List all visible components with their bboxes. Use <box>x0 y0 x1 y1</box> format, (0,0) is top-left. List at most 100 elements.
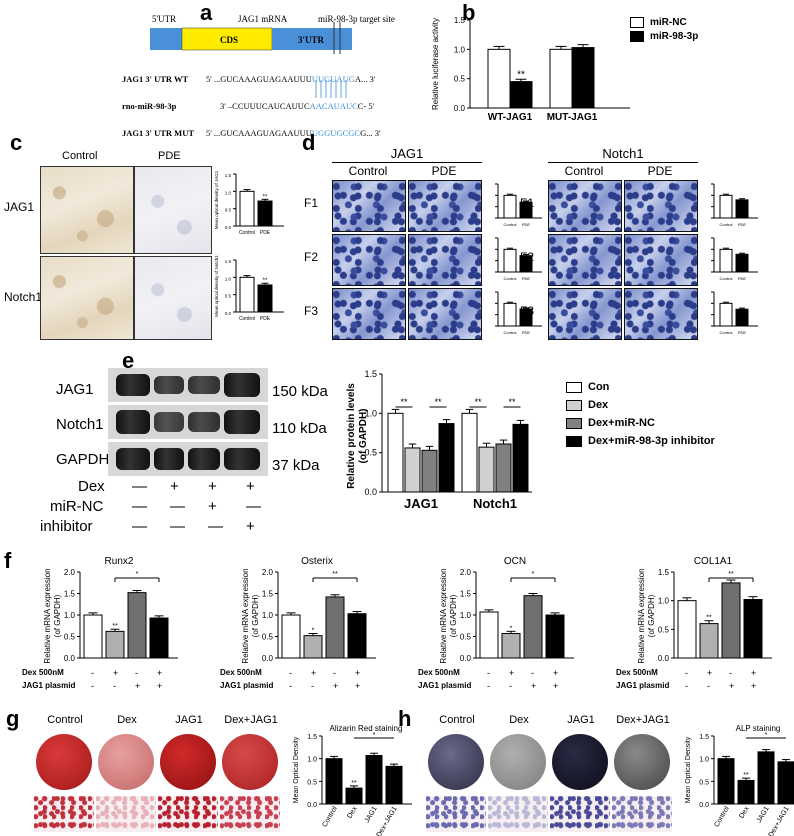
f-sign: + <box>311 668 317 678</box>
f-chart-title: OCN <box>503 556 527 567</box>
micrograph-field <box>426 796 486 832</box>
f-sign: + <box>729 681 735 691</box>
f-sign: - <box>91 681 94 691</box>
d-row-label: F2 <box>520 250 535 264</box>
bar <box>257 200 273 227</box>
significance-mark: * <box>136 571 139 578</box>
bar <box>549 48 573 109</box>
y-axis-label: (of GAPDH) <box>358 409 369 464</box>
treatment-label: inhibitor <box>40 518 93 535</box>
treatment-sign: — <box>132 518 147 535</box>
y-tick-label: 1.0 <box>262 611 274 620</box>
f-sign: + <box>157 668 163 678</box>
f-sign: - <box>685 681 688 691</box>
culture-well <box>36 734 92 790</box>
bar <box>281 614 301 659</box>
bar <box>495 443 512 493</box>
x-tick-label: PDE <box>738 330 747 335</box>
d-micrograph-pde <box>408 288 482 340</box>
panel-b-legend: miR-NC miR-98-3p <box>630 16 698 44</box>
y-tick-label: 1.5 <box>307 734 317 741</box>
d-row-label: F3 <box>304 304 319 318</box>
y-tick-label: 0.0 <box>460 654 472 663</box>
bar <box>512 423 529 493</box>
y-tick-label: 1.5 <box>364 369 377 379</box>
bar <box>479 611 499 659</box>
y-tick-label: 1.5 <box>658 568 670 577</box>
utr3-text: 3'UTR <box>298 35 325 45</box>
x-tick-label: JAG1 <box>404 496 438 511</box>
x-tick-label: JAG1 <box>756 805 771 824</box>
panel-c-label: c <box>10 130 23 155</box>
d-row-label: F3 <box>520 304 535 318</box>
y-axis-label: Relative mRNA expression <box>241 568 250 663</box>
f-chart-title: COL1A1 <box>693 556 733 567</box>
y-tick-label: 0.5 <box>454 75 466 84</box>
y-tick-label: 0.5 <box>262 633 274 642</box>
chart-title: ALP staining <box>735 724 781 733</box>
d-row-label: F2 <box>304 250 319 264</box>
bar <box>404 447 421 493</box>
well-label: Dex <box>117 714 137 726</box>
micrograph-field <box>220 796 280 832</box>
d-mini-bar: Control PDE <box>711 291 758 335</box>
legend-dexnc: Dex+miR-NC <box>566 414 715 432</box>
culture-well <box>552 734 608 790</box>
f-chart: 0.0 0.5 1.0 1.5 Relative mRNA expression (of … <box>637 568 772 664</box>
f-sign: + <box>553 681 559 691</box>
d-col-label: PDE <box>431 164 457 178</box>
y-axis-label: (of GAPDH) <box>251 594 260 637</box>
bar <box>743 599 763 659</box>
y-tick-label: 0.0 <box>225 225 232 230</box>
blot-sizes: 150 kDa 110 kDa 37 kDa <box>272 373 328 484</box>
well-label: Dex+JAG1 <box>616 714 670 726</box>
blot-labels: JAG1 Notch1 GAPDH <box>56 372 109 477</box>
legend-mir98: miR-98-3p <box>630 30 698 44</box>
x-tick-label: Dex <box>346 805 359 820</box>
y-tick-label: 1.5 <box>225 173 232 178</box>
c-ihc-jag1-control <box>40 166 134 254</box>
legend-dexinh: Dex+miR-98-3p inhibitor <box>566 432 715 450</box>
d-group-title: Notch1 <box>602 146 644 161</box>
bar <box>438 423 455 493</box>
x-tick-label: Control <box>321 805 339 828</box>
y-axis-label: Mean Optical Density <box>685 736 692 803</box>
f-sign: - <box>311 681 314 691</box>
utr5-label: 5'UTR <box>152 14 176 24</box>
panel-e-chart: 0.0 0.5 1.0 1.5 JAG1 Notch1 Relative protein l… <box>346 369 532 511</box>
y-tick-label: 0.0 <box>64 654 76 663</box>
d-mini-bar: Control PDE <box>495 237 542 281</box>
x-tick-label: PDE <box>738 276 747 281</box>
f-sign: - <box>113 681 116 691</box>
panel-f-label: f <box>4 548 12 573</box>
f-sign: + <box>707 668 713 678</box>
band <box>224 448 260 470</box>
western-blot <box>108 368 268 476</box>
d-mini-bar: Control PDE <box>711 183 758 227</box>
bar <box>83 614 103 659</box>
x-tick-label: Control <box>504 222 517 227</box>
f-sign: - <box>289 668 292 678</box>
blot-label-notch1: Notch1 <box>56 416 104 433</box>
bar <box>501 632 521 659</box>
well-label: Dex+JAG1 <box>224 714 278 726</box>
micrograph-field <box>550 796 610 832</box>
bar <box>509 81 533 109</box>
y-tick-label: 1.5 <box>454 16 466 25</box>
f-sign: + <box>751 681 757 691</box>
d-micrograph-control <box>548 180 622 232</box>
y-tick-label: 1.0 <box>225 276 232 281</box>
d-micrograph-control <box>332 180 406 232</box>
y-axis-label: (of GAPDH) <box>647 594 656 637</box>
treatment-sign: — <box>246 498 261 515</box>
cds-text: CDS <box>220 35 238 45</box>
size-notch1: 110 kDa <box>272 420 327 437</box>
y-tick-label: 0.5 <box>364 448 377 458</box>
c-row-jag1: JAG1 <box>4 200 35 214</box>
bar <box>503 248 517 273</box>
bar <box>545 614 565 659</box>
y-tick-label: 0.5 <box>225 294 232 299</box>
y-axis-label: Relative protein levels <box>346 383 357 489</box>
treatment-sign: — <box>132 498 147 515</box>
bar <box>345 787 363 805</box>
